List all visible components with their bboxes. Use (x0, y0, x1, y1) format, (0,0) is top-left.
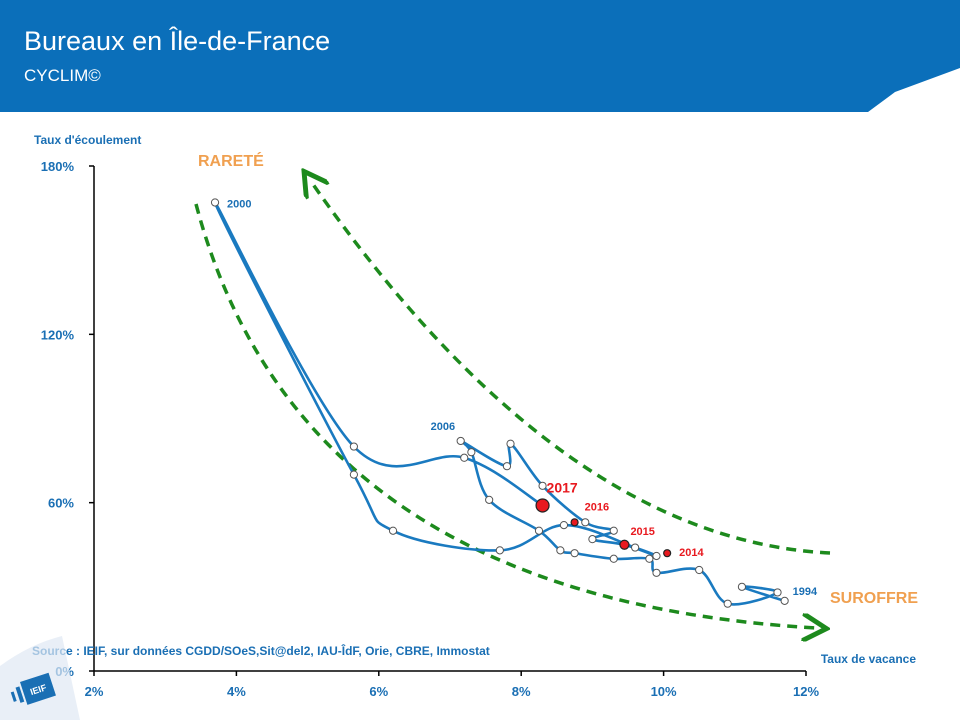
data-point (460, 453, 469, 462)
data-point (467, 448, 476, 457)
data-point (559, 521, 569, 530)
cycle-line (213, 201, 786, 606)
x-tick-label: 10% (651, 684, 677, 699)
highlight-point-2015 (619, 539, 630, 550)
data-point (609, 554, 618, 563)
data-point (773, 588, 782, 597)
data-point (349, 470, 358, 479)
y-tick-label: 60% (48, 496, 74, 511)
data-point (210, 198, 220, 207)
page-title: Bureaux en Île-de-France (24, 26, 331, 56)
data-point (588, 535, 597, 544)
lower-trend-arrow (194, 203, 816, 628)
data-point (652, 568, 661, 577)
trend-arrows (194, 180, 831, 628)
data-point (609, 526, 618, 535)
data-point (737, 582, 747, 591)
data-point (485, 495, 494, 504)
logo-text: IEIF (29, 682, 48, 697)
point-label-2016: 2016 (585, 501, 609, 513)
x-tick-label: 12% (793, 684, 819, 699)
data-point (645, 554, 654, 563)
highlight-point-2014 (663, 549, 672, 558)
ieif-logo: IEIF (0, 636, 80, 720)
point-label-1994: 1994 (793, 586, 818, 598)
x-tick-label: 4% (227, 684, 246, 699)
data-point (538, 481, 547, 490)
data-point (349, 442, 358, 451)
data-point (581, 518, 590, 527)
data-point (506, 439, 515, 448)
data-point (534, 526, 544, 535)
source-note: Source : IEIF, sur données CGDD/SOeS,Sit… (32, 644, 490, 658)
data-point (652, 551, 661, 561)
y-tick-label: 120% (41, 327, 75, 342)
data-point (631, 543, 640, 552)
page-subtitle: CYCLIM© (24, 66, 101, 85)
data-point (695, 565, 704, 575)
zone-label-suroffre: SUROFFRE (830, 590, 918, 607)
highlight-point-2017 (535, 498, 550, 513)
point-label-2006: 2006 (431, 421, 455, 433)
x-tick-label: 8% (512, 684, 531, 699)
data-point (456, 436, 465, 446)
data-point (502, 462, 512, 471)
point-label-2017: 2017 (547, 479, 578, 495)
x-tick-label: 6% (369, 684, 388, 699)
highlight-point-2016 (570, 518, 579, 527)
data-point (780, 596, 789, 605)
point-label-2000: 2000 (227, 198, 251, 210)
y-tick-label: 180% (41, 159, 75, 174)
header-banner (0, 0, 960, 112)
zone-label-rarete: RARETÉ (198, 151, 264, 170)
point-label-2014: 2014 (679, 547, 704, 559)
data-point (556, 546, 565, 555)
y-axis-label: Taux d'écoulement (34, 133, 141, 147)
chart-axes (93, 166, 806, 672)
data-point (495, 546, 504, 555)
data-point (570, 549, 579, 558)
x-tick-label: 2% (85, 684, 104, 699)
point-label-2015: 2015 (630, 526, 654, 538)
upper-trend-arrow (310, 180, 831, 555)
data-point (723, 599, 732, 608)
data-point (388, 526, 398, 535)
x-axis-label: Taux de vacance (821, 652, 916, 666)
